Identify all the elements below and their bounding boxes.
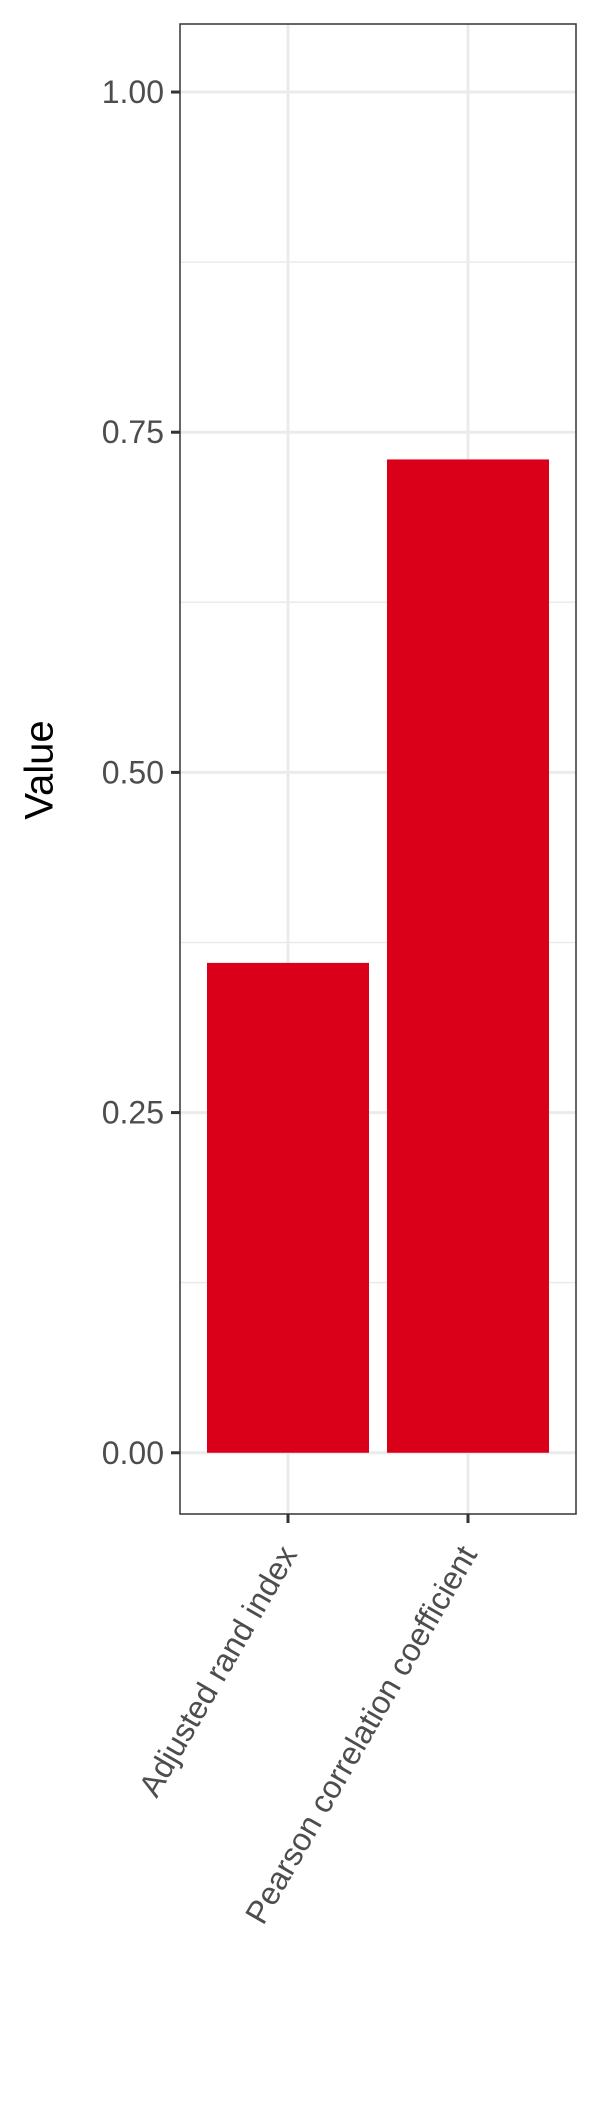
x-tick-label: Adjusted rand index [131,1540,304,1803]
y-tick-label: 0.75 [102,414,164,450]
y-tick-label: 0.50 [102,754,164,790]
panel-border [179,23,577,1515]
bar [207,962,369,1453]
bars [207,459,549,1453]
y-axis: 0.00 0.25 0.50 0.75 1.00 [102,74,180,1471]
y-axis-title: Value [18,720,62,819]
y-tick-label: 0.00 [102,1435,164,1471]
y-tick-label: 1.00 [102,74,164,110]
bar [387,459,549,1453]
y-tick-label: 0.25 [102,1095,164,1131]
